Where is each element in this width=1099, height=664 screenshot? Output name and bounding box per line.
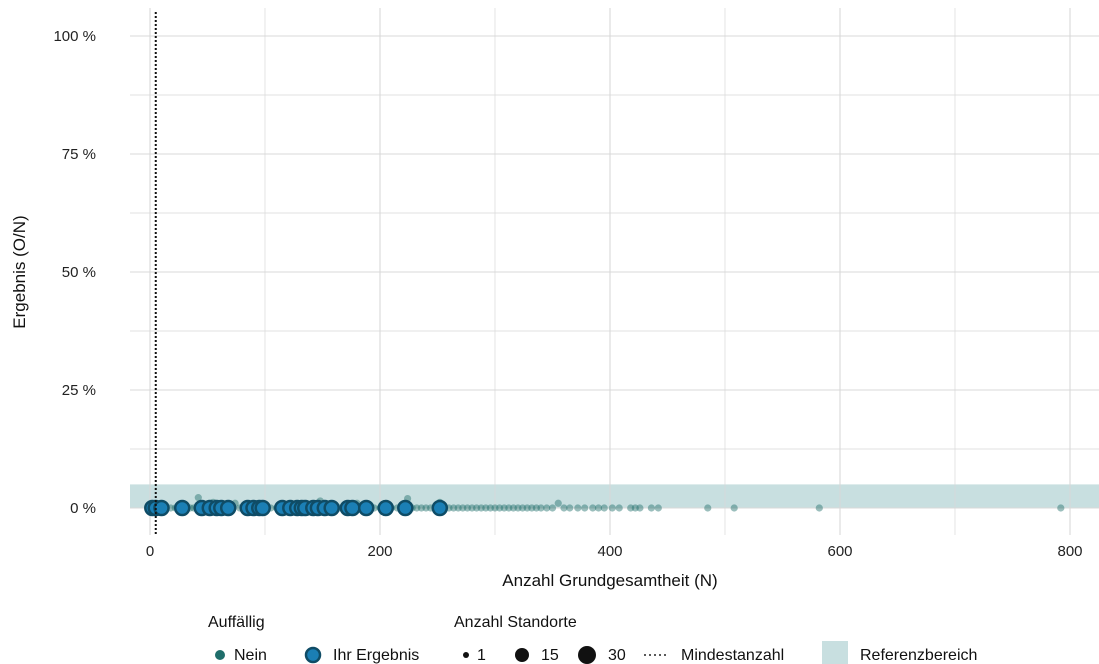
data-point-ihr-ergebnis — [431, 499, 449, 517]
data-point-nein — [554, 499, 562, 507]
data-point-ihr-ergebnis — [377, 499, 394, 517]
x-tick-label: 800 — [1057, 543, 1082, 560]
data-point-nein — [463, 504, 471, 512]
data-point-nein — [543, 504, 551, 512]
data-point-ihr-ergebnis — [397, 499, 414, 517]
data-point-nein — [528, 504, 536, 512]
data-point-ihr-ergebnis — [219, 499, 237, 517]
data-point-nein — [532, 504, 541, 512]
data-point-nein — [523, 504, 531, 512]
x-axis-title: Anzahl Grundgesamtheit (N) — [502, 571, 717, 590]
data-point-nein — [473, 504, 481, 512]
tick-labels: 0 200 400 600 800 0 % 25 % 50 % 75 % 100 % — [53, 28, 1082, 560]
data-point-nein — [581, 504, 589, 512]
data-point-nein — [505, 504, 513, 512]
data-point-nein — [422, 504, 430, 512]
data-point-nein — [496, 504, 504, 512]
data-point-nein — [417, 504, 425, 512]
data-point-nein — [486, 504, 494, 512]
reference-range-band — [130, 484, 1099, 508]
data-point-nein — [560, 504, 568, 512]
data-point-nein — [815, 504, 823, 512]
x-tick-label: 200 — [367, 543, 392, 560]
data-point-nein — [509, 504, 517, 512]
legend-label-referenzbereich: Referenzbereich — [860, 647, 977, 664]
data-point-ihr-ergebnis — [153, 499, 170, 517]
data-point-nein — [600, 504, 608, 512]
data-point-nein — [647, 504, 656, 512]
legend-label-ihr-ergebnis: Ihr Ergebnis — [333, 647, 419, 664]
x-tick-label: 0 — [146, 543, 154, 560]
legend-key-size-30 — [578, 646, 596, 664]
data-point-ihr-ergebnis — [173, 499, 191, 517]
data-point-nein — [566, 504, 574, 512]
legend-label-size-30: 30 — [608, 647, 626, 664]
x-tick-label: 400 — [597, 543, 622, 560]
legend-label-mindestanzahl: Mindestanzahl — [681, 647, 784, 664]
data-point-nein — [654, 504, 662, 512]
data-point-nein — [548, 504, 557, 512]
data-point-nein — [631, 504, 639, 512]
data-point-ihr-ergebnis — [344, 499, 361, 517]
legend-label-size-15: 15 — [541, 647, 559, 664]
legend-key-ihr-ergebnis — [304, 646, 322, 664]
data-point-nein — [454, 504, 462, 512]
data-point-nein — [519, 504, 527, 512]
data-point-nein — [1057, 504, 1065, 512]
data-point-nein — [636, 504, 644, 512]
data-point-nein — [704, 504, 712, 512]
legend: Auffällig Anzahl Standorte Nein Ihr Erge… — [208, 614, 977, 664]
data-point-nein — [589, 504, 597, 512]
data-point-nein — [615, 504, 623, 512]
legend-label-size-1: 1 — [477, 647, 486, 664]
y-axis-title: Ergebnis (O/N) — [10, 215, 29, 328]
data-point-nein — [482, 504, 490, 512]
data-point-nein — [627, 504, 635, 512]
legend-title-auffaellig: Auffällig — [208, 614, 265, 631]
legend-key-size-1 — [463, 652, 469, 658]
legend-key-size-15 — [515, 648, 529, 662]
data-point-nein — [594, 504, 603, 512]
x-tick-label: 600 — [827, 543, 852, 560]
y-tick-label: 0 % — [70, 500, 96, 517]
legend-key-nein — [215, 650, 225, 660]
data-point-nein — [413, 504, 421, 512]
data-point-nein — [468, 504, 476, 512]
data-point-nein — [491, 504, 499, 512]
data-point-ihr-ergebnis — [254, 499, 271, 517]
data-point-nein — [608, 504, 616, 512]
data-point-nein — [500, 504, 508, 512]
y-tick-label: 100 % — [53, 28, 96, 45]
legend-title-anzahl-standorte: Anzahl Standorte — [454, 614, 577, 631]
data-point-nein — [574, 504, 582, 512]
data-point-nein — [514, 504, 522, 512]
data-point-nein — [537, 504, 545, 512]
data-point-nein — [194, 494, 202, 502]
data-point-nein — [730, 504, 738, 512]
gridlines — [130, 8, 1099, 535]
series-ihr-ergebnis — [144, 499, 449, 517]
data-point-nein — [450, 504, 458, 512]
data-point-nein — [477, 504, 485, 512]
y-tick-label: 25 % — [62, 382, 96, 399]
legend-key-referenzbereich — [822, 641, 848, 664]
data-point-ihr-ergebnis — [357, 499, 375, 517]
legend-label-nein: Nein — [234, 647, 267, 664]
y-tick-label: 75 % — [62, 146, 96, 163]
data-point-ihr-ergebnis — [323, 499, 340, 517]
y-tick-label: 50 % — [62, 264, 96, 281]
data-point-nein — [459, 504, 467, 512]
